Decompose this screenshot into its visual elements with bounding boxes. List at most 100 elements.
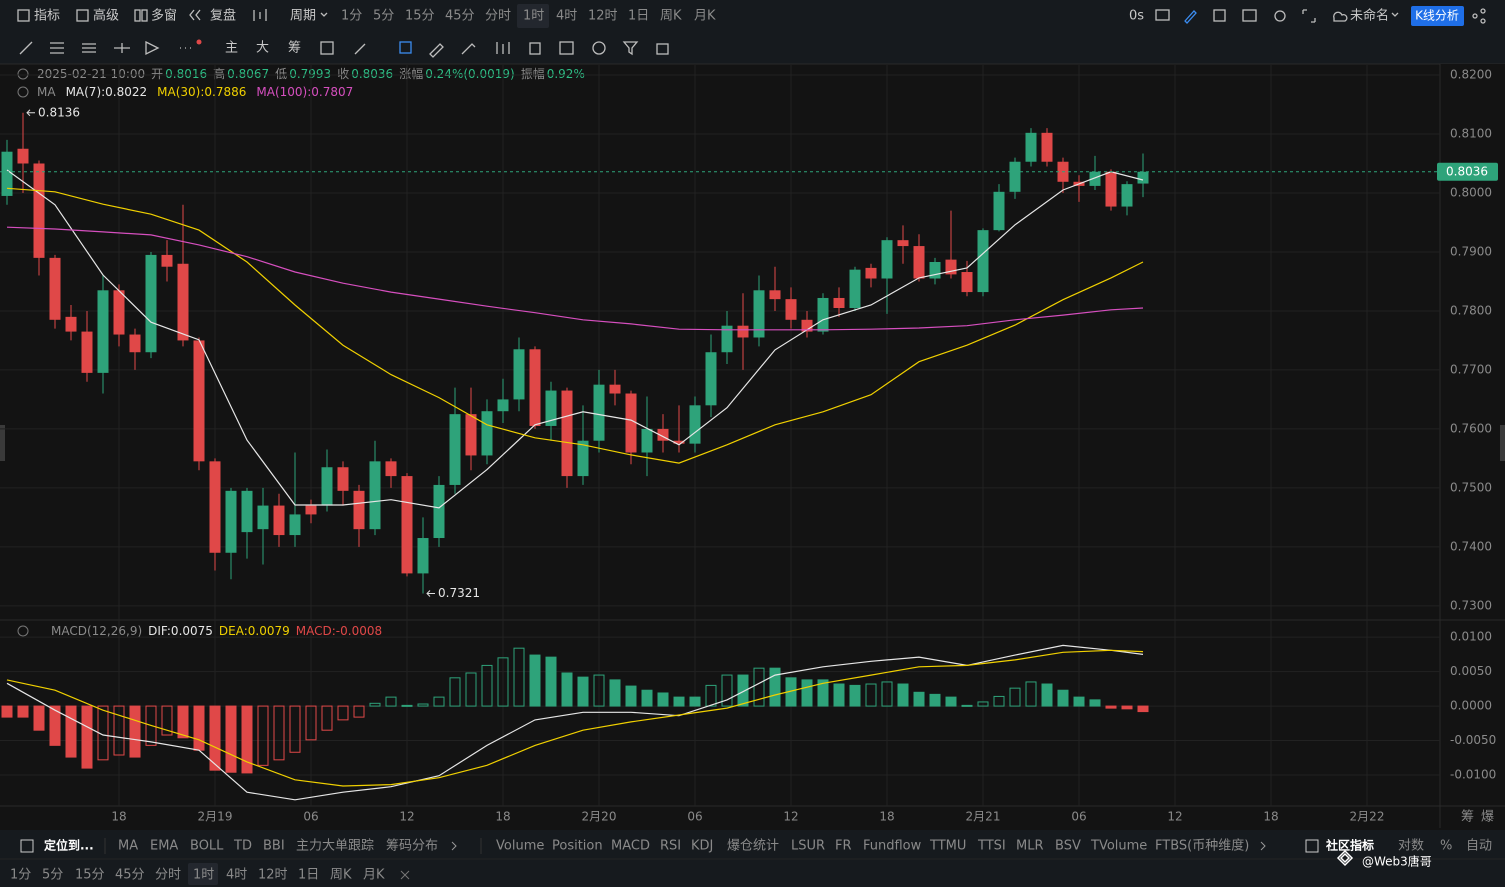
main-indicator: BBI: [263, 839, 285, 854]
macd-bar: [865, 683, 877, 707]
info-icon: [17, 68, 29, 80]
macd-bar: [897, 683, 909, 707]
macd-bar: [641, 689, 653, 707]
legend-entry: MA(100):0.7807: [256, 85, 353, 99]
legend-entry: DEA:0.0079: [219, 624, 290, 638]
macd-bar: [241, 705, 253, 774]
macd-legend: MACD(12,26,9) DIF:0.0075 DEA:0.0079 MACD:-0…: [51, 624, 382, 638]
drawing-bar: [0, 32, 1505, 64]
candle-body: [689, 405, 701, 444]
macd-bar: [801, 679, 813, 707]
main-indicator: BOLL: [190, 839, 224, 854]
y-tick-label: 0.7600: [1450, 421, 1492, 435]
info-label: 涨幅: [399, 66, 423, 81]
candle-body: [97, 290, 109, 373]
annotation-arrow: [26, 109, 35, 117]
macd-bar: [545, 656, 557, 707]
macd-bar: [961, 704, 973, 707]
y-tick-label: 0.0100: [1450, 630, 1492, 644]
layout-name: 未命名: [1350, 8, 1389, 24]
candle-body: [705, 352, 717, 406]
info-label: 低: [275, 67, 287, 81]
interval: 5分: [373, 9, 394, 24]
candle-body: [177, 263, 189, 341]
info-label: 高: [213, 66, 225, 81]
interval: 1日: [628, 9, 649, 24]
legend-entry: DIF:0.0075: [148, 624, 213, 638]
main-indicator: 主力大单跟踪: [296, 839, 374, 854]
info-label: 振幅: [521, 66, 545, 81]
sub-indicator: TTSI: [977, 839, 1006, 854]
drawing-tools: [19, 40, 669, 58]
sub-indicator: Fundflow: [863, 839, 922, 854]
analysis-button-bg: [1411, 6, 1464, 26]
interval: 分时: [485, 9, 511, 24]
x-tick-label: 06: [303, 810, 318, 824]
macd-bar: [929, 693, 941, 707]
candle-body: [465, 414, 477, 456]
interval: 月K: [694, 9, 716, 24]
macd-bar: [305, 705, 317, 741]
macd-bar: [33, 705, 45, 731]
interval: 1时: [523, 9, 544, 24]
macd-bar: [369, 702, 381, 707]
macd-bar: [561, 672, 573, 707]
info-value: 0.7993: [289, 67, 331, 81]
interval: 4时: [226, 868, 247, 883]
legend-entry: MACD:-0.0008: [296, 624, 382, 638]
macd-icon: [17, 625, 29, 637]
sub-indicator: FTBS(币种维度): [1155, 838, 1249, 854]
candle-body: [433, 484, 445, 539]
macd-bar: [1073, 696, 1085, 707]
macd-bar: [145, 705, 157, 746]
interval: 12时: [258, 868, 288, 883]
menu-item: 多窗: [151, 8, 177, 24]
macd-bar: [497, 657, 509, 707]
main-indicator: 筹码分布: [386, 838, 438, 854]
macd-bar: [529, 654, 541, 707]
info-value: 0.24%(0.0019): [425, 67, 514, 81]
macd-bar: [193, 705, 205, 751]
macd-bar: [577, 676, 589, 707]
candle-body: [577, 440, 589, 477]
x-tick-label: 18: [1263, 810, 1278, 824]
candle-body: [961, 272, 973, 293]
chevron: [451, 841, 457, 851]
interval: 1时: [193, 868, 214, 883]
candle-body: [641, 428, 653, 453]
macd-bar: [993, 695, 1005, 707]
x-tick-label: 06: [687, 810, 702, 824]
axis-mode: 自动: [1466, 839, 1492, 854]
main-indicator: EMA: [150, 839, 178, 854]
candle-body: [385, 461, 397, 477]
macd-bar: [737, 674, 749, 707]
x-tick-label: 18: [111, 810, 126, 824]
macd-bar: [769, 667, 781, 707]
macd-bar: [257, 705, 269, 766]
candle-body: [897, 240, 909, 247]
candle-body: [305, 505, 317, 515]
y-tick-label: 0.7700: [1450, 362, 1492, 376]
candle-body: [337, 467, 349, 491]
sub-indicator: RSI: [660, 839, 681, 854]
interval: 4时: [556, 9, 577, 24]
macd-bar: [401, 704, 413, 707]
candle-body: [65, 316, 77, 332]
info-icon: [17, 86, 29, 98]
annotation-arrow: [426, 590, 435, 597]
axis-mode: 对数: [1398, 839, 1424, 854]
candle-body: [977, 230, 989, 293]
macd-bar: [321, 705, 333, 731]
line-series: [6, 226, 1144, 331]
candle-body: [561, 390, 573, 477]
macd-bar: [417, 703, 429, 707]
sub-indicator: MLR: [1016, 839, 1044, 854]
macd-bar: [673, 696, 685, 707]
annotation-label: 0.8136: [38, 105, 80, 119]
macd-bar: [1105, 705, 1117, 709]
sub-indicator: 爆仓统计: [727, 839, 779, 854]
interval: 45分: [445, 9, 475, 24]
edge-handle: [0, 425, 5, 461]
candle-body: [353, 490, 365, 530]
